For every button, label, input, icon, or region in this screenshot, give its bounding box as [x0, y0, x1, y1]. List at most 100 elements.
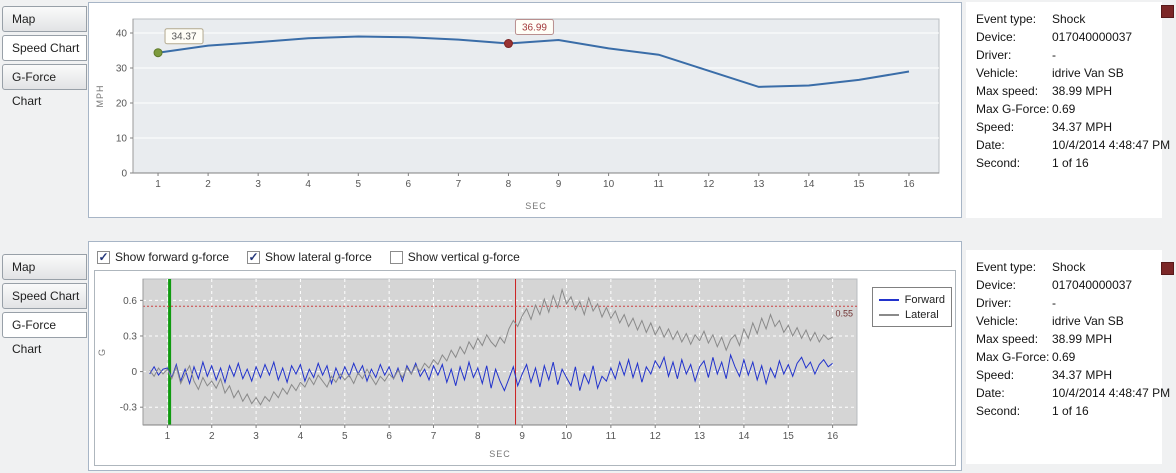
- info-value: 10/4/2014 4:48:47 PM: [1052, 386, 1171, 400]
- x-tick-label: 16: [903, 179, 915, 190]
- info-label: Max G-Force:: [976, 350, 1050, 364]
- x-tick-label: 9: [519, 431, 525, 442]
- x-tick-label: 10: [603, 179, 615, 190]
- info-row-event-type: Event type: Shock: [976, 12, 1162, 26]
- x-tick-label: 14: [738, 431, 750, 442]
- x-tick-label: 4: [305, 179, 311, 190]
- legend-line-sample: [879, 298, 899, 301]
- x-tick-label: 14: [803, 179, 815, 190]
- legend-item-lateral: Lateral: [879, 307, 945, 322]
- info-label: Vehicle:: [976, 66, 1019, 80]
- series-line-forward: [149, 353, 833, 392]
- x-tick-label: 5: [342, 431, 348, 442]
- checkbox-checked-icon[interactable]: ✓: [97, 249, 110, 264]
- plot-area[interactable]: [142, 278, 858, 426]
- info-row-max-g-force: Max G-Force: 0.69: [976, 350, 1162, 364]
- x-tick-label: 2: [205, 179, 211, 190]
- marker-tooltip: [164, 28, 204, 45]
- x-tick-label: 12: [703, 179, 715, 190]
- event-info-panel-bottom: Event type: Shock Device: 017040000037 Drive…: [966, 250, 1170, 464]
- x-tick-label: 9: [556, 179, 562, 190]
- panel-corner-button-top[interactable]: [1161, 5, 1174, 18]
- marker-tooltip-label: 34.37: [172, 32, 197, 43]
- y-tick-label: 40: [116, 29, 128, 40]
- checkbox-show-forward-g-force[interactable]: ✓ Show forward g-force: [97, 250, 229, 264]
- info-value: idrive Van SB: [1052, 66, 1124, 80]
- x-tick-label: 5: [355, 179, 361, 190]
- tab-g-force-chart[interactable]: G-Force Chart: [2, 64, 87, 108]
- tab-g-force-chart[interactable]: G-Force Chart: [2, 312, 87, 356]
- tab-map[interactable]: Map: [2, 254, 87, 280]
- info-row-driver: Driver: -: [976, 48, 1162, 62]
- x-tick-label: 15: [853, 179, 865, 190]
- legend-label: Lateral: [905, 308, 939, 321]
- gforce-checkbox-row: ✓ Show forward g-force ✓ Show lateral g-for…: [97, 247, 520, 267]
- info-value: 10/4/2014 4:48:47 PM: [1052, 138, 1171, 152]
- tab-speed-chart[interactable]: Speed Chart: [2, 283, 87, 309]
- speed-chart[interactable]: 1 2 3 4 5 6 7 8 9 10 11 12 13 14 15 16010203040SECMPH34…: [93, 7, 957, 213]
- tab-speed-chart[interactable]: Speed Chart: [2, 35, 87, 61]
- info-row-max-speed: Max speed: 38.99 MPH: [976, 332, 1162, 346]
- x-tick-label: 15: [783, 431, 795, 442]
- info-label: Speed:: [976, 368, 1015, 382]
- data-point-marker[interactable]: [153, 48, 163, 58]
- info-row-max-speed: Max speed: 38.99 MPH: [976, 84, 1162, 98]
- x-tick-label: 7: [456, 179, 462, 190]
- checkbox-label: Show vertical g-force: [407, 250, 520, 264]
- checkbox-label: Show forward g-force: [115, 250, 230, 264]
- info-value: 017040000037: [1052, 30, 1133, 44]
- x-axis-title: SEC: [489, 449, 511, 459]
- info-value: -: [1052, 296, 1056, 310]
- info-value: 38.99 MPH: [1052, 332, 1113, 346]
- checkbox-checked-icon[interactable]: ✓: [247, 249, 261, 264]
- info-row-date: Date: 10/4/2014 4:48:47 PM: [976, 138, 1170, 152]
- x-tick-label: 2: [209, 431, 215, 442]
- info-label: Device:: [976, 278, 1017, 292]
- y-tick-label: 0.3: [123, 331, 137, 342]
- info-label: Max speed:: [976, 332, 1039, 346]
- info-row-vehicle: Vehicle: idrive Van SB: [976, 66, 1162, 80]
- plot-area[interactable]: [132, 18, 940, 174]
- info-row-max-g-force: Max G-Force: 0.69: [976, 102, 1162, 116]
- checkbox-show-vertical-g-force[interactable]: Show vertical g-force: [389, 250, 520, 264]
- gforce-chart-container: ✓ Show forward g-force ✓ Show lateral g-for…: [88, 241, 962, 471]
- event-info-panel-top: Event type: Shock Device: 017040000037 Drive…: [966, 2, 1170, 218]
- x-tick-label: 6: [386, 431, 392, 442]
- info-value: 1 of 16: [1052, 404, 1089, 418]
- info-label: Driver:: [976, 296, 1012, 310]
- y-axis-title: G: [97, 348, 107, 356]
- info-row-second: Second: 1 of 16: [976, 156, 1162, 170]
- checkbox-show-lateral-g-force[interactable]: ✓ Show lateral g-force: [247, 250, 372, 264]
- marker-tooltip: [514, 19, 554, 36]
- x-axis-title: SEC: [525, 201, 547, 211]
- series-line-lateral: [149, 287, 833, 406]
- info-value: 0.69: [1052, 102, 1076, 116]
- tab-map[interactable]: Map: [2, 6, 87, 32]
- y-tick-label: 0.6: [123, 296, 137, 307]
- gforce-legend: Forward Lateral: [872, 287, 952, 327]
- checkbox-box[interactable]: [389, 250, 403, 264]
- panel-corner-button-bottom[interactable]: [1161, 262, 1174, 275]
- speed-chart-panel: Map Speed Chart G-Force Chart 1 2 3 4 5 6 7 8 9 10 1…: [0, 0, 1176, 222]
- info-label: Second:: [976, 404, 1021, 418]
- info-label: Event type:: [976, 12, 1037, 26]
- y-tick-label: 0: [131, 367, 137, 378]
- y-tick-label: 20: [116, 99, 128, 110]
- x-tick-label: 1: [165, 431, 171, 442]
- info-value: 0.69: [1052, 350, 1076, 364]
- info-value: 34.37 MPH: [1052, 120, 1113, 134]
- x-tick-label: 4: [298, 431, 304, 442]
- x-tick-label: 11: [606, 431, 617, 442]
- info-value: -: [1052, 48, 1056, 62]
- info-label: Driver:: [976, 48, 1012, 62]
- info-label: Max speed:: [976, 84, 1039, 98]
- reference-line-label: 0.55: [835, 308, 853, 318]
- info-row-speed: Speed: 34.37 MPH: [976, 368, 1162, 382]
- data-point-marker[interactable]: [503, 39, 513, 49]
- info-label: Second:: [976, 156, 1021, 170]
- x-tick-label: 12: [650, 431, 662, 442]
- gforce-chart[interactable]: 0.551 2 3 4 5 6 7 8 9 10 11 12 13 14 15 16-0.300.30.6SE…: [95, 271, 867, 461]
- info-row-second: Second: 1 of 16: [976, 404, 1162, 418]
- info-label: Max G-Force:: [976, 102, 1050, 116]
